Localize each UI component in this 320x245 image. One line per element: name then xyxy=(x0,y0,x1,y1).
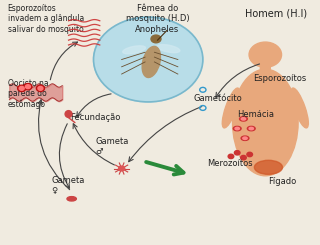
Circle shape xyxy=(25,85,30,89)
Ellipse shape xyxy=(241,118,246,120)
Ellipse shape xyxy=(157,45,180,53)
Circle shape xyxy=(151,35,161,43)
Circle shape xyxy=(19,86,24,90)
Circle shape xyxy=(36,85,44,91)
Ellipse shape xyxy=(142,46,160,77)
Ellipse shape xyxy=(243,137,247,139)
Text: Oocisto na
parede do
estômago: Oocisto na parede do estômago xyxy=(8,79,48,109)
Ellipse shape xyxy=(123,46,146,54)
Text: Fêmea do
mosquito (H.D)
Anopheles: Fêmea do mosquito (H.D) Anopheles xyxy=(126,4,189,34)
Ellipse shape xyxy=(67,197,76,201)
Circle shape xyxy=(93,17,203,102)
Text: Fígado: Fígado xyxy=(268,177,297,186)
Text: Esporozoítos
invadem a glândula
salivar do mosquito: Esporozoítos invadem a glândula salivar … xyxy=(8,4,84,34)
Ellipse shape xyxy=(241,136,249,140)
Circle shape xyxy=(249,42,282,67)
Circle shape xyxy=(118,166,125,171)
Ellipse shape xyxy=(65,111,72,117)
Text: Homem (H.I): Homem (H.I) xyxy=(245,9,307,19)
Ellipse shape xyxy=(249,127,253,130)
Circle shape xyxy=(234,151,240,155)
Circle shape xyxy=(228,154,234,159)
Text: Gameta
♂: Gameta ♂ xyxy=(95,137,128,156)
Ellipse shape xyxy=(233,69,298,176)
Ellipse shape xyxy=(291,88,308,128)
Ellipse shape xyxy=(260,63,270,73)
Ellipse shape xyxy=(235,127,239,130)
Text: Gametócito: Gametócito xyxy=(194,94,242,103)
Circle shape xyxy=(241,155,246,160)
Ellipse shape xyxy=(254,160,283,174)
Circle shape xyxy=(38,86,43,90)
Text: Gameta
♀: Gameta ♀ xyxy=(52,176,85,195)
Text: Merozoítos: Merozoítos xyxy=(208,159,253,168)
Circle shape xyxy=(24,84,32,90)
Ellipse shape xyxy=(240,117,247,121)
Text: Fecundação: Fecundação xyxy=(70,113,120,122)
Ellipse shape xyxy=(233,126,241,131)
Ellipse shape xyxy=(222,88,240,128)
Ellipse shape xyxy=(247,126,255,131)
Circle shape xyxy=(18,85,26,91)
Text: Hemácia: Hemácia xyxy=(237,110,274,119)
Text: Esporozoítos: Esporozoítos xyxy=(253,74,306,83)
Circle shape xyxy=(247,152,252,157)
